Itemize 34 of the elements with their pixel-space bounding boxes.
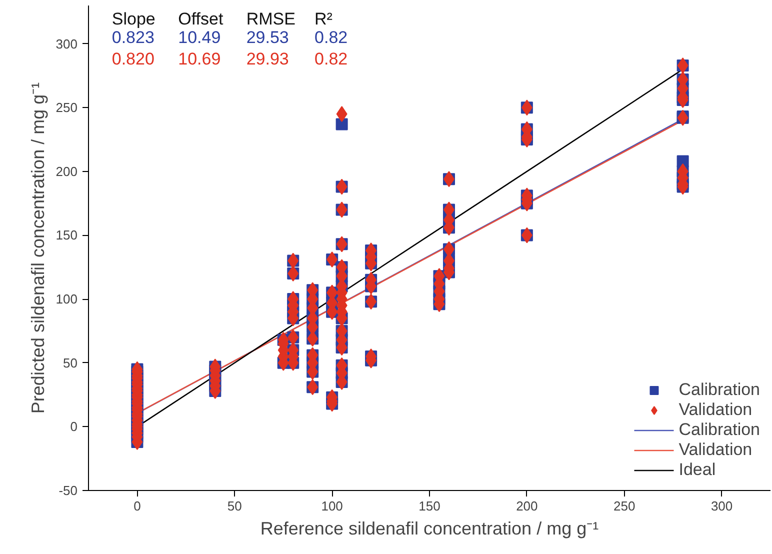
annotation: 0.82 [314,28,348,48]
legend-label: Validation [678,400,752,420]
y-tick-label: 100 [56,292,78,307]
y-tick-label: -50 [58,483,78,498]
annotation: Offset [178,9,224,28]
y-tick-label: 300 [56,36,78,52]
annotation: Slope [112,9,156,28]
x-tick-label: 50 [227,498,242,514]
y-tick-label: 150 [56,228,78,243]
legend-label: Ideal [678,460,716,480]
x-tick-label: 0 [134,498,141,514]
x-axis-title: Reference sildenafil concentration / mg g⁻¹ [260,518,599,538]
annotation: 0.823 [112,28,154,48]
legend-label: Validation [678,440,752,460]
x-tick-label: 200 [516,498,538,514]
y-tick-label: 250 [56,100,78,116]
annotation: RMSE [246,9,296,28]
annotation: R² [314,9,333,28]
annotation: 10.69 [178,50,221,69]
y-tick-label: 200 [56,164,78,179]
annotation: 0.820 [112,50,154,69]
annotation: 29.93 [246,50,289,69]
annotation: 29.53 [246,28,289,48]
annotation: 10.49 [178,28,221,48]
legend-label: Calibration [678,380,760,400]
x-tick-label: 100 [321,498,343,514]
x-tick-label: 300 [710,498,733,514]
legend-label: Calibration [678,420,760,440]
y-tick-label: 0 [70,419,78,434]
x-tick-label: 150 [418,498,440,514]
y-tick-label: 50 [63,355,78,370]
annotation: 0.82 [314,50,348,69]
y-axis-title: Predicted sildenafil concentration / mg g⁻¹ [28,82,48,414]
x-tick-label: 250 [614,498,636,514]
